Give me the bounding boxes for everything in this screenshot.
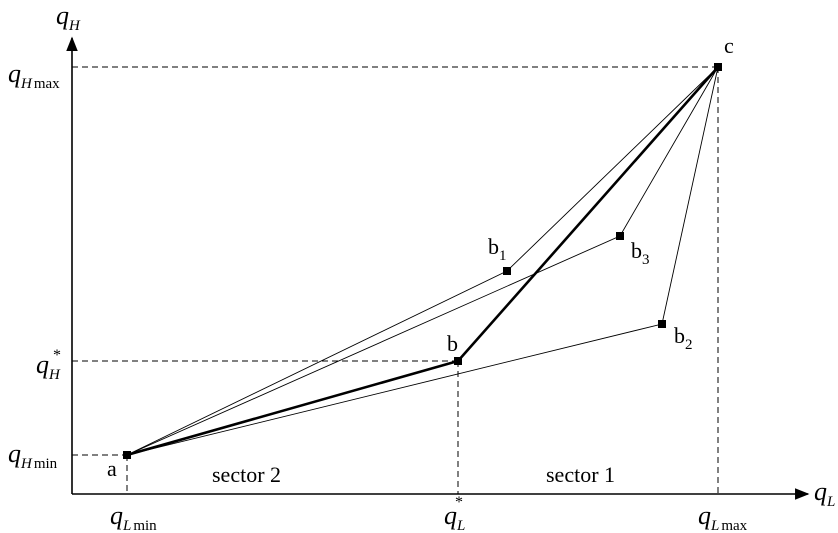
point-b-label: b [447,331,458,356]
point-b-marker [454,357,462,365]
point-a-marker [123,451,131,459]
point-b1-marker [503,267,511,275]
xtick-qlstar-sup: * [455,494,463,511]
ytick-qhstar: qH [36,350,61,383]
point-b2-marker [658,320,666,328]
path-via-b1 [126,66,719,456]
xtick-qlmin: qL min [110,501,157,533]
y-axis-label: qH [56,1,81,34]
point-c-marker [714,63,722,71]
path-via-b3 [126,66,719,456]
xtick-qlmax: qL max [698,501,748,533]
x-axis-label: qL [814,477,835,510]
point-c-label: c [724,33,734,58]
sector-2-label: sector 2 [212,462,281,487]
point-b2-label: b2 [674,323,693,353]
ytick-qhmax: qH max [8,59,60,92]
path-via-b2 [126,66,719,456]
ytick-qhstar-sup: * [53,347,61,364]
point-b3-marker [616,232,624,240]
sector-1-label: sector 1 [546,462,615,487]
point-b3-label: b3 [631,238,650,268]
xtick-qlstar: qL [444,501,465,533]
ytick-qhmin: qH min [8,439,58,472]
point-a-label: a [107,456,117,481]
path-via-b [126,66,719,457]
point-b1-label: b1 [488,234,507,264]
